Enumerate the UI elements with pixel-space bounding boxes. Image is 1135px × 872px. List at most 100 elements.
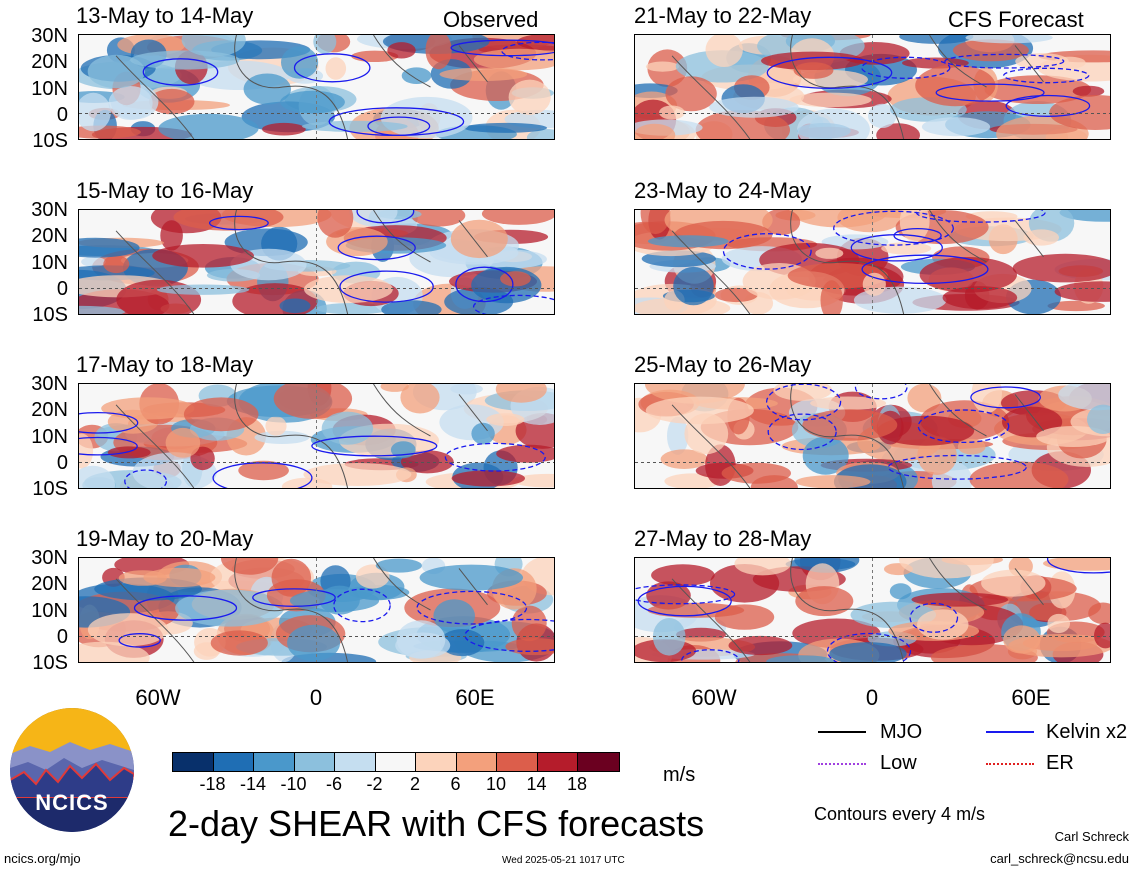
colorbar-swatch (335, 753, 376, 771)
panel-tag-observed: Observed (443, 7, 539, 32)
colorbar-swatch (497, 753, 538, 771)
shear-blob (486, 413, 525, 426)
shear-blob (1072, 85, 1105, 97)
shear-blob (439, 629, 485, 657)
coastline (115, 35, 488, 139)
shear-blob (190, 446, 215, 471)
shear-blob (450, 384, 483, 395)
shear-blob (175, 589, 284, 627)
colorbar-tick-label: 2 (409, 774, 421, 794)
shear-blob (173, 210, 284, 231)
shear-blob (815, 247, 844, 259)
shear-blob (660, 449, 708, 469)
colorbar (172, 752, 620, 772)
shear-blob (411, 210, 466, 227)
shear-map (78, 383, 555, 489)
colorbar-swatch (416, 753, 457, 771)
shear-blob (802, 409, 898, 441)
panel-title: 19-May to 20-May (76, 526, 254, 551)
lat-label: 0 (56, 278, 68, 300)
coastline (671, 35, 1044, 139)
colorbar-tick-label: 14 (526, 774, 547, 794)
shear-blob (495, 384, 547, 403)
shear-blob (471, 422, 495, 445)
shear-blob (496, 444, 554, 463)
kelvin-contour (1003, 67, 1090, 84)
panel-tag-forecast: CFS Forecast (948, 7, 1084, 32)
shear-blob (87, 613, 169, 647)
shear-blob (281, 46, 319, 79)
kelvin-contour (416, 590, 528, 625)
lat-label: 30N (31, 25, 68, 47)
shear-blob (899, 210, 930, 242)
shear-blob (181, 35, 246, 57)
shear-blob (302, 120, 408, 132)
shear-blob (450, 219, 508, 259)
shear-blob (303, 463, 412, 486)
shear-blob (795, 586, 854, 617)
shear-blob (500, 271, 531, 287)
shear-blob (659, 105, 685, 120)
shear-map (78, 557, 555, 663)
shear-blob (862, 272, 886, 296)
shear-blob (148, 88, 195, 115)
shear-blob (646, 581, 691, 610)
legend-line-low (818, 763, 866, 765)
shear-blob (425, 35, 452, 70)
panel-title: 27-May to 28-May (634, 526, 812, 551)
shear-blob (1087, 404, 1110, 434)
shear-field (79, 210, 554, 314)
kelvin-contour (450, 39, 554, 57)
legend-line-er (986, 763, 1034, 765)
shear-blob (313, 35, 337, 54)
shear-blob (728, 635, 793, 656)
shear-blob (795, 475, 871, 488)
shear-blob (481, 210, 554, 225)
kelvin-contour (861, 56, 951, 79)
kelvin-contour (944, 53, 1065, 69)
shear-blob (667, 416, 689, 455)
shear-blob (705, 35, 743, 67)
lon-label: 60E (455, 685, 495, 710)
kelvin-contour (293, 53, 371, 83)
shear-blob (1012, 253, 1110, 283)
kelvin-contour (444, 442, 546, 472)
shear-blob (1058, 384, 1110, 411)
lat-label: 30N (31, 373, 68, 395)
lat-label: 30N (31, 199, 68, 221)
lat-label: 10S (32, 478, 68, 500)
shear-blob (1043, 558, 1110, 571)
main-title: 2-day SHEAR with CFS forecasts (168, 803, 705, 844)
shear-blob (325, 57, 347, 80)
shear-blob (304, 275, 393, 304)
shear-blob (802, 436, 849, 475)
shear-map (78, 209, 555, 315)
kelvin-contour (893, 227, 942, 244)
shear-blob (761, 51, 864, 70)
shear-blob (919, 257, 1017, 293)
kelvin-contour (472, 294, 554, 314)
shear-field (79, 558, 554, 662)
shear-blob (793, 62, 834, 79)
shear-field (635, 384, 1110, 488)
kelvin-contour (917, 409, 1010, 444)
shear-blob (664, 473, 720, 488)
shear-blob (877, 415, 975, 446)
shear-blob (952, 39, 1029, 62)
shear-blob (183, 397, 259, 432)
colorbar-units: m/s (663, 764, 696, 786)
shear-blob (273, 384, 353, 419)
legend-label-low: Low (880, 752, 917, 774)
kelvin-contour (861, 254, 989, 285)
lat-label: 10N (31, 252, 68, 274)
shear-blob (1054, 281, 1110, 302)
shear-field (79, 35, 554, 139)
shear-blob (868, 103, 897, 128)
shear-blob (280, 90, 345, 114)
colorbar-tick-label: -10 (280, 774, 307, 794)
kelvin-contour (208, 215, 269, 231)
panel-title: 13-May to 14-May (76, 3, 254, 28)
shear-blob (317, 210, 354, 238)
shear-map (634, 209, 1111, 315)
lat-label: 10N (31, 78, 68, 100)
